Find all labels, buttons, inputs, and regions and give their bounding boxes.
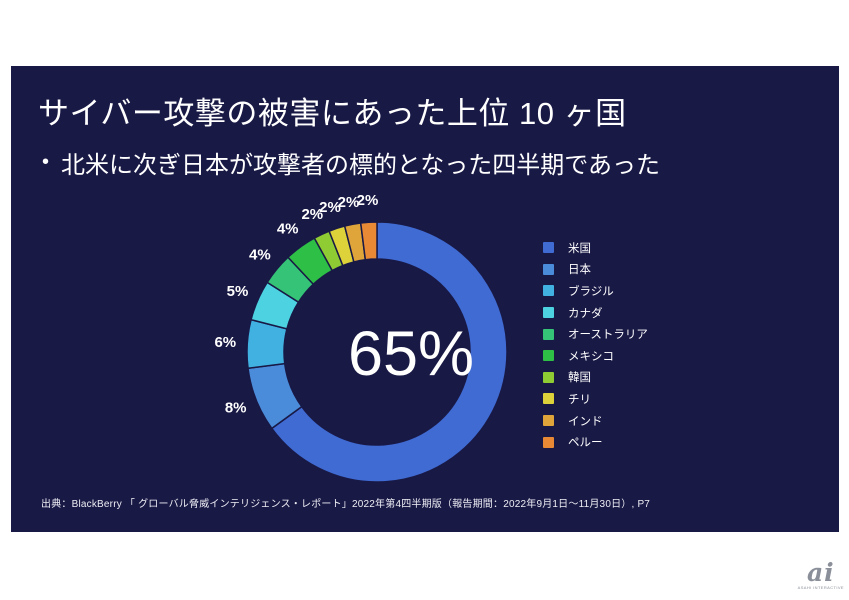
legend-item: ペルー	[543, 431, 648, 453]
legend-label: メキシコ	[568, 350, 614, 363]
legend-item: カナダ	[543, 302, 648, 324]
legend-swatch	[543, 285, 554, 297]
percent-label-5: 4%	[249, 247, 271, 264]
donut-segment-1	[270, 221, 508, 483]
legend-item: 韓国	[543, 367, 648, 389]
legend-label: 米国	[568, 242, 591, 255]
asahi-interactive-ai-logo: ai	[806, 558, 835, 587]
legend-swatch	[543, 436, 554, 448]
legend-label: ペルー	[568, 437, 603, 450]
legend-swatch	[543, 307, 554, 319]
donut-chart: 8%6%5%4%4%2%2%2%2% 65%	[214, 192, 508, 483]
percent-label-8: 2%	[319, 199, 341, 216]
page-title: サイバー攻撃の被害にあった上位 10 ヶ国	[38, 96, 627, 131]
percent-labels: 8%6%5%4%4%2%2%2%2%	[214, 192, 378, 417]
percent-label-4: 5%	[227, 283, 249, 300]
donut-segments	[246, 221, 508, 483]
legend-item: オーストラリア	[543, 323, 648, 345]
percent-label-7: 2%	[301, 206, 323, 223]
bullet-item: • 北米に次ぎ日本が攻撃者の標的となった四半期であった	[42, 145, 660, 180]
watermark-subtext: ASAHI INTERACTIVE	[797, 585, 844, 590]
legend-swatch	[543, 242, 554, 254]
legend-label: オーストラリア	[568, 329, 648, 342]
legend-swatch	[543, 350, 554, 362]
legend-item: 日本	[543, 259, 648, 281]
percent-label-3: 6%	[214, 334, 236, 351]
legend-label: インド	[568, 415, 603, 428]
donut-segment-10	[359, 221, 378, 261]
donut-center-label: 65%	[348, 319, 474, 389]
bullet-text: 北米に次ぎ日本が攻撃者の標的となった四半期であった	[61, 152, 661, 179]
percent-label-2: 8%	[225, 400, 247, 417]
legend-label: カナダ	[568, 307, 603, 320]
legend-item: 米国	[543, 237, 648, 259]
legend-swatch	[543, 328, 554, 340]
percent-label-6: 4%	[277, 221, 299, 238]
legend-label: 韓国	[568, 372, 591, 385]
legend-item: チリ	[543, 388, 648, 410]
bullet-marker: •	[42, 151, 50, 173]
slide: サイバー攻撃の被害にあった上位 10 ヶ国 • 北米に次ぎ日本が攻撃者の標的とな…	[11, 66, 839, 532]
legend-label: 日本	[568, 264, 591, 277]
legend-label: チリ	[568, 393, 591, 406]
legend-swatch	[543, 393, 554, 405]
legend-item: インド	[543, 410, 648, 432]
percent-label-10: 2%	[357, 192, 379, 209]
watermark-logo: ai ASAHI INTERACTIVE	[798, 560, 844, 590]
legend-label: ブラジル	[568, 285, 614, 298]
source-note: 出典：BlackBerry 「 グローバル脅威インテリジェンス・レポート」202…	[41, 499, 651, 510]
legend-swatch	[543, 415, 554, 427]
legend: 米国日本ブラジルカナダオーストラリア メキシコ韓国チリインドペルー	[543, 237, 648, 453]
legend-swatch	[543, 263, 554, 275]
legend-swatch	[543, 371, 554, 383]
legend-item: メキシコ	[543, 345, 648, 367]
legend-item: ブラジル	[543, 280, 648, 302]
percent-label-9: 2%	[338, 194, 360, 211]
